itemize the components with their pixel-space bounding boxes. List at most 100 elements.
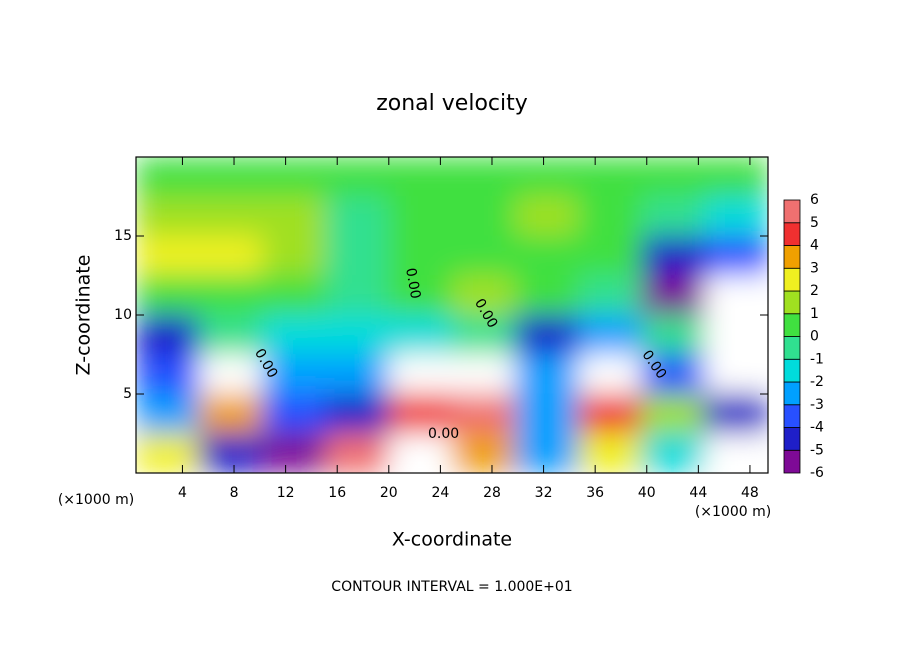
colorbar-label: -2: [810, 374, 824, 390]
x-tick-label: 28: [483, 485, 501, 501]
field-cell: [325, 235, 390, 276]
field-cell: [388, 354, 453, 395]
colorbar-label: 2: [810, 283, 819, 299]
field-cell: [261, 196, 327, 237]
colorbar-swatch: [783, 336, 801, 360]
contour-label: 0.00: [428, 426, 459, 442]
field-cell: [451, 433, 516, 473]
contour-label: 0.00: [402, 267, 423, 300]
field-cell: [704, 196, 768, 237]
colorbar-swatch: [783, 313, 801, 337]
colorbar-swatch: [783, 449, 801, 474]
field-cell: [261, 354, 327, 395]
field-cell: [388, 275, 453, 316]
field-cell: [198, 196, 263, 237]
field-cell: [641, 275, 706, 316]
field-cell: [388, 393, 453, 434]
colorbar-swatch: [783, 427, 801, 451]
field-cell: [136, 157, 200, 197]
field-cell: [261, 275, 327, 316]
field-cell: [641, 433, 706, 473]
field-cell: [325, 275, 390, 316]
field-cell: [514, 157, 579, 197]
field-cell: [704, 433, 768, 473]
field-cell: [514, 433, 579, 473]
colorbar-label: -1: [810, 351, 824, 367]
field-cell: [325, 393, 390, 434]
field-cell: [451, 275, 516, 316]
field-cell: [198, 157, 263, 197]
x-tick-label: 24: [431, 485, 449, 501]
field-cell: [388, 196, 453, 237]
y-tick-label: 15: [114, 228, 132, 244]
field-cell: [136, 314, 200, 355]
colorbar-swatch: [783, 358, 801, 383]
colorbar-swatch: [783, 199, 801, 224]
field-cell: [704, 275, 768, 316]
field-cell: [136, 196, 200, 237]
colorbar-label: 0: [810, 329, 819, 345]
colorbar-label: 6: [810, 192, 819, 208]
field-cell: [514, 196, 579, 237]
field-cell: [136, 354, 200, 395]
field-cell: [261, 433, 327, 473]
field-cell: [514, 354, 579, 395]
colorbar-swatch: [783, 245, 801, 269]
field-cells: [136, 157, 768, 473]
colorbar-swatch: [783, 267, 801, 292]
contour-note: CONTOUR INTERVAL = 1.000E+01: [331, 579, 572, 595]
field-cell: [704, 314, 768, 355]
x-unit-right: (×1000 m): [695, 504, 771, 520]
field: [136, 157, 768, 473]
field-cell: [388, 235, 453, 276]
field-cell: [325, 196, 390, 237]
x-axis-label: X-coordinate: [392, 529, 512, 551]
field-cell: [451, 157, 516, 197]
colorbar-label: -4: [810, 420, 824, 436]
field-cell: [704, 235, 768, 276]
field-cell: [577, 314, 643, 355]
field-cell: [325, 354, 390, 395]
colorbar-swatch: [783, 222, 801, 246]
colorbar-label: -6: [810, 465, 824, 481]
field-cell: [136, 393, 200, 434]
field-cell: [198, 314, 263, 355]
field-cell: [577, 433, 643, 473]
y-tick-label: 10: [114, 307, 132, 323]
x-tick-label: 40: [638, 485, 656, 501]
field-cell: [388, 157, 453, 197]
field-cell: [704, 157, 768, 197]
colorbar-swatch: [783, 404, 801, 428]
field-cell: [261, 235, 327, 276]
field-cell: [514, 393, 579, 434]
field-cell: [641, 393, 706, 434]
y-tick-label: 5: [123, 386, 132, 402]
field-cell: [451, 235, 516, 276]
field-cell: [388, 314, 453, 355]
colorbar-label: 1: [810, 306, 819, 322]
field-cell: [136, 275, 200, 316]
field-cell: [514, 275, 579, 316]
field-cell: [261, 393, 327, 434]
colorbar-label: 3: [810, 260, 819, 276]
colorbar-swatch: [783, 381, 801, 406]
field-cell: [577, 235, 643, 276]
field-cell: [325, 157, 390, 197]
field-cell: [641, 354, 706, 395]
field-cell: [577, 354, 643, 395]
field-cell: [136, 433, 200, 473]
field-cell: [577, 275, 643, 316]
x-tick-label: 16: [328, 485, 346, 501]
chart-title: zonal velocity: [376, 91, 528, 116]
field-cell: [704, 354, 768, 395]
field-cell: [198, 235, 263, 276]
field-cell: [641, 314, 706, 355]
x-tick-label: 12: [277, 485, 295, 501]
x-tick-label: 4: [178, 485, 187, 501]
field-cell: [577, 196, 643, 237]
x-tick-label: 32: [535, 485, 553, 501]
x-tick-label: 44: [689, 485, 707, 501]
x-unit-left: (×1000 m): [58, 492, 134, 508]
field-cell: [514, 314, 579, 355]
